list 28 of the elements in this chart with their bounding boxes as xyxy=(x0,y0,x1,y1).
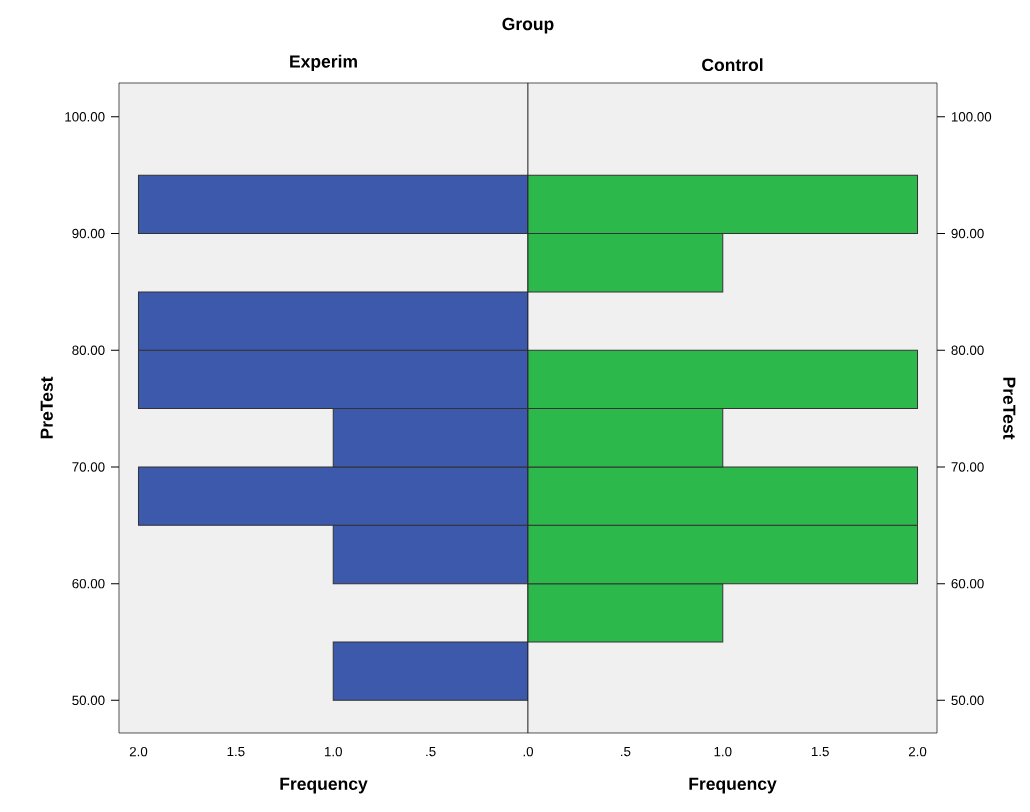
y-tick-label: 50.00 xyxy=(72,695,105,706)
y-tick-label: 90.00 xyxy=(951,228,984,239)
x-tick-label: .5 xyxy=(621,746,631,757)
x-tick-label: 1.0 xyxy=(714,746,732,757)
x-tick-label: 2.0 xyxy=(129,746,148,757)
y-tick-label: 80.00 xyxy=(72,345,105,355)
chart-subtitle: Control xyxy=(702,58,763,72)
y-tick-label: 50.00 xyxy=(951,695,984,706)
y-tick-label: 70.00 xyxy=(72,462,105,472)
x-tick-label: 1.0 xyxy=(324,746,342,757)
y-axis-title: PreTest xyxy=(40,376,53,439)
y-tick-label: 80.00 xyxy=(951,345,984,355)
y-tick-label: 100.00 xyxy=(65,112,105,122)
y-tick-label: 90.00 xyxy=(72,228,105,239)
x-tick-label: .0 xyxy=(523,746,534,757)
chart-subtitle: Experim xyxy=(290,54,357,72)
y-tick-label: 70.00 xyxy=(951,462,984,472)
y-tick-label: 60.00 xyxy=(72,578,105,589)
chart-title: Group xyxy=(502,17,554,34)
x-tick-label: .5 xyxy=(426,746,436,757)
x-tick-label: 1.5 xyxy=(227,746,245,757)
y-tick-label: 60.00 xyxy=(951,578,984,589)
x-axis-title: Frequency xyxy=(280,777,368,794)
x-tick-label: 2.0 xyxy=(908,746,927,757)
x-tick-label: 1.5 xyxy=(811,746,829,757)
y-tick-label: 100.00 xyxy=(951,112,992,122)
x-axis-title: Frequency xyxy=(689,777,777,794)
y-axis-title: PreTest xyxy=(1003,377,1016,440)
